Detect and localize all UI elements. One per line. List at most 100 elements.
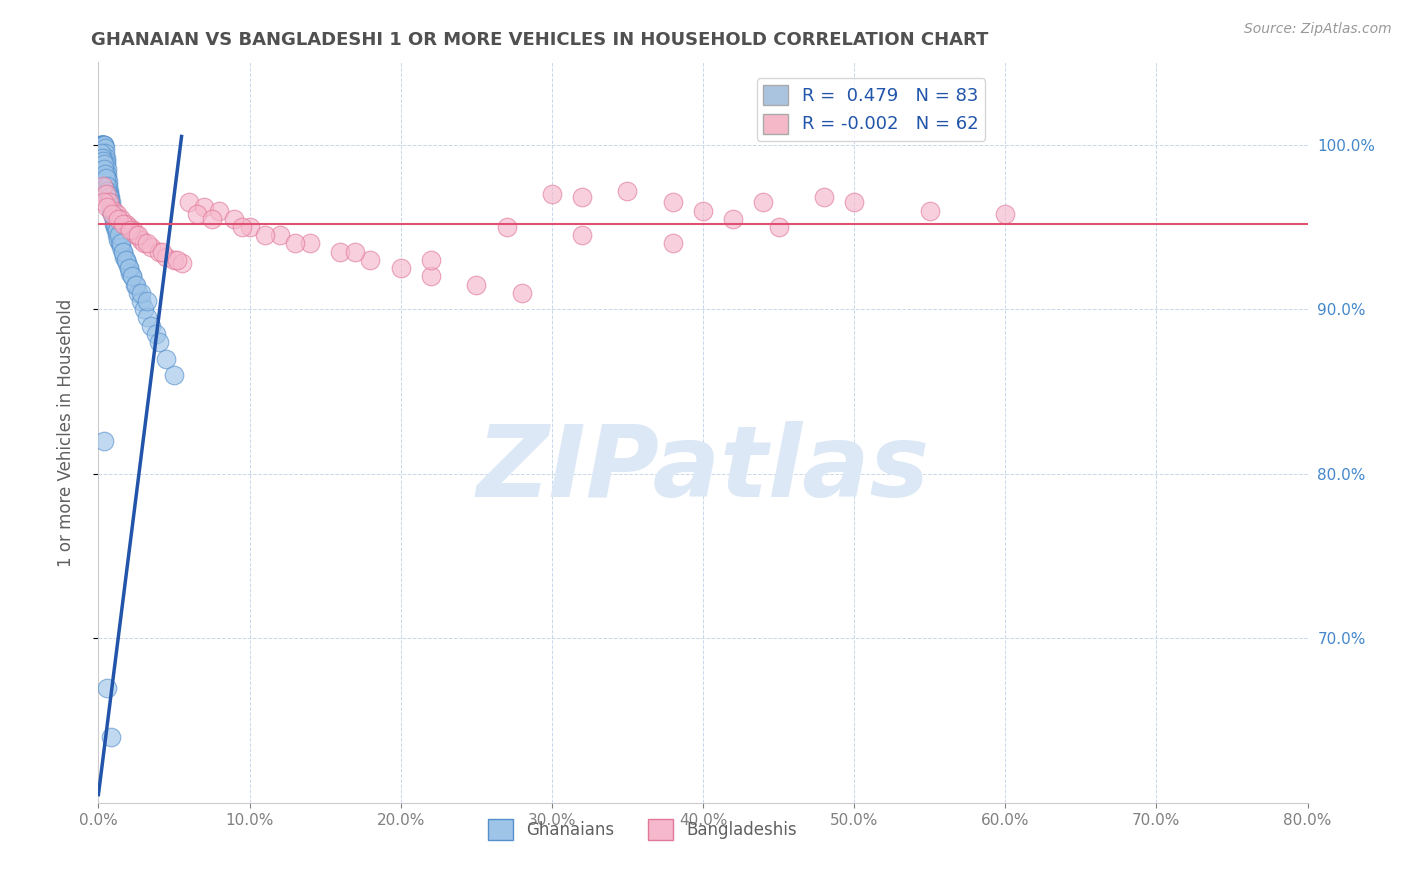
Point (94, 145, 117, 160)
Point (98, 195, 121, 210)
Point (510, 285, 533, 300)
Point (94, 154, 117, 169)
Point (148, 244, 170, 259)
Point (284, 236, 307, 251)
Point (110, 236, 132, 251)
Point (94, 170, 117, 185)
Point (231, 219, 253, 234)
Point (94, 151, 117, 165)
Point (170, 256, 193, 270)
Point (96, 167, 118, 181)
Point (148, 335, 170, 350)
Point (91, 178, 114, 193)
Point (91, 137, 114, 152)
Point (389, 261, 412, 276)
Point (150, 244, 173, 259)
Point (93, 157, 115, 171)
Point (112, 250, 135, 264)
Point (141, 240, 163, 254)
Point (692, 203, 714, 218)
Point (96, 681, 118, 695)
Point (107, 233, 129, 247)
Point (101, 207, 124, 221)
Point (208, 203, 231, 218)
Point (135, 293, 157, 308)
Point (186, 207, 208, 221)
Point (299, 236, 322, 251)
Text: Source: ZipAtlas.com: Source: ZipAtlas.com (1244, 22, 1392, 37)
Point (100, 200, 122, 214)
Point (127, 228, 149, 243)
Point (155, 250, 177, 264)
Point (179, 195, 201, 210)
Point (571, 190, 593, 204)
Point (103, 217, 125, 231)
Point (101, 203, 124, 218)
Point (108, 228, 131, 243)
Point (118, 261, 141, 276)
Point (101, 207, 124, 221)
Point (93, 195, 115, 210)
Point (96, 200, 118, 214)
Point (360, 252, 382, 267)
Point (93, 162, 115, 177)
Point (253, 228, 276, 243)
Point (768, 219, 790, 234)
Point (495, 219, 517, 234)
Point (105, 207, 128, 221)
Point (121, 269, 143, 284)
Point (224, 211, 246, 226)
Point (166, 252, 188, 267)
Point (124, 277, 146, 292)
Point (90, 137, 112, 152)
Point (120, 223, 142, 237)
Point (122, 223, 145, 237)
Point (540, 187, 562, 202)
Point (104, 217, 127, 231)
Point (98, 190, 121, 204)
Point (141, 318, 163, 333)
Point (96, 162, 118, 177)
Point (105, 228, 128, 243)
Point (114, 252, 136, 267)
Point (107, 211, 129, 226)
Point (239, 219, 262, 234)
Point (135, 310, 157, 325)
Point (91, 137, 114, 152)
Point (98, 187, 121, 202)
Point (90, 137, 112, 152)
Point (111, 244, 134, 259)
Point (90, 137, 112, 152)
Point (104, 223, 127, 237)
Point (465, 277, 488, 292)
Point (145, 326, 167, 341)
Point (752, 195, 775, 210)
Point (125, 277, 148, 292)
Point (114, 252, 136, 267)
Point (103, 203, 125, 218)
Point (97, 184, 120, 198)
Point (100, 200, 122, 214)
Point (121, 269, 143, 284)
Point (118, 219, 141, 234)
Point (100, 195, 122, 210)
Point (571, 228, 593, 243)
Point (93, 137, 115, 152)
Point (129, 285, 152, 300)
Point (616, 184, 638, 198)
Point (129, 293, 152, 308)
Point (813, 190, 835, 204)
Text: GHANAIAN VS BANGLADESHI 1 OR MORE VEHICLES IN HOUSEHOLD CORRELATION CHART: GHANAIAN VS BANGLADESHI 1 OR MORE VEHICL… (91, 31, 988, 49)
Point (112, 244, 135, 259)
Point (94, 141, 117, 155)
Point (269, 228, 291, 243)
Point (661, 195, 683, 210)
Point (93, 137, 115, 152)
Point (91, 151, 114, 165)
Point (103, 211, 125, 226)
Point (420, 269, 443, 284)
Point (155, 351, 177, 366)
Point (132, 302, 155, 317)
Point (93, 137, 115, 152)
Point (127, 285, 149, 300)
